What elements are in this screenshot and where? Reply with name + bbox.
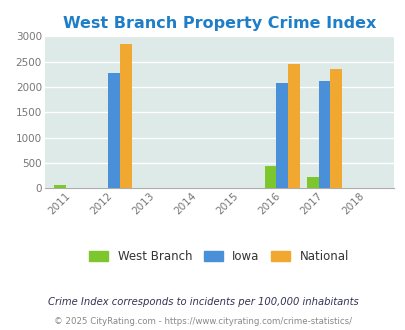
Legend: West Branch, Iowa, National: West Branch, Iowa, National bbox=[84, 246, 353, 268]
Text: © 2025 CityRating.com - https://www.cityrating.com/crime-statistics/: © 2025 CityRating.com - https://www.city… bbox=[54, 317, 351, 326]
Bar bbox=[288, 64, 299, 188]
Bar bbox=[108, 73, 119, 188]
Bar bbox=[276, 83, 288, 188]
Bar bbox=[306, 177, 318, 188]
Bar bbox=[264, 166, 276, 188]
Bar bbox=[119, 44, 131, 188]
Title: West Branch Property Crime Index: West Branch Property Crime Index bbox=[62, 16, 375, 31]
Bar bbox=[318, 81, 330, 188]
Text: Crime Index corresponds to incidents per 100,000 inhabitants: Crime Index corresponds to incidents per… bbox=[47, 297, 358, 307]
Bar bbox=[330, 69, 341, 188]
Bar bbox=[54, 185, 66, 188]
